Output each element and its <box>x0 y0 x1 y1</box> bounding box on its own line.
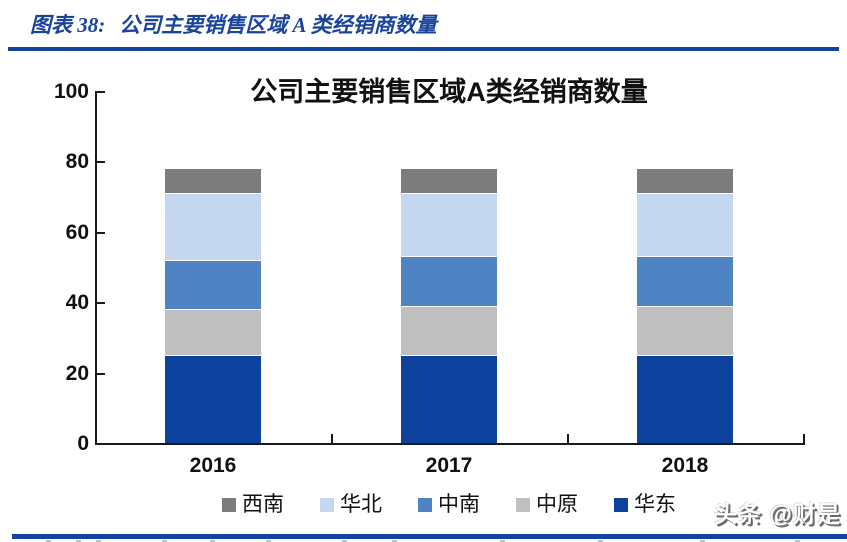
cutoff-text-fragment <box>46 540 51 542</box>
x-axis-tick <box>803 434 805 443</box>
chart-title: 公司主要销售区域A类经销商数量 <box>250 77 648 107</box>
y-axis-tick-label: 60 <box>65 220 89 244</box>
bar-segment-中南 <box>637 256 733 306</box>
legend-label: 中南 <box>438 493 480 516</box>
cutoff-text-fragment <box>500 540 505 542</box>
bar-segment-华北 <box>401 193 497 257</box>
y-axis-tick-label: 40 <box>65 291 89 315</box>
header-rule <box>8 47 839 51</box>
bar-segment-华东 <box>165 355 261 443</box>
legend-label: 华北 <box>340 493 382 516</box>
legend-item-华北: 华北 <box>320 494 382 516</box>
bar-segment-西南 <box>401 168 497 194</box>
x-axis-category-label: 2017 <box>425 454 473 477</box>
legend-item-华东: 华东 <box>614 494 676 516</box>
x-axis-line <box>95 443 805 445</box>
legend-label: 华东 <box>634 493 676 516</box>
cut-off-text-row <box>0 540 847 542</box>
cutoff-text-fragment <box>342 540 347 542</box>
bar-segment-华北 <box>637 193 733 257</box>
bar-segment-中南 <box>401 256 497 306</box>
legend-item-中原: 中原 <box>516 494 578 516</box>
cutoff-text-fragment <box>700 540 705 542</box>
cutoff-text-fragment <box>266 540 271 542</box>
chart-legend: 西南 华北 中南 中原 华东 <box>95 492 803 518</box>
legend-label: 西南 <box>242 493 284 516</box>
legend-swatch-icon <box>614 498 628 512</box>
legend-swatch-icon <box>222 498 236 512</box>
bar-segment-中南 <box>165 259 261 310</box>
bar-segment-华北 <box>165 193 261 260</box>
legend-swatch-icon <box>320 498 334 512</box>
x-axis-category-label: 2018 <box>661 454 709 477</box>
legend-item-中南: 中南 <box>418 494 480 516</box>
figure-header: 图表 38: 公司主要销售区域 A 类经销商数量 <box>30 8 810 42</box>
watermark: 头条 @财是 <box>714 501 841 527</box>
legend-item-西南: 西南 <box>222 494 284 516</box>
x-axis-tick <box>331 434 333 443</box>
figure-label: 图表 38: <box>30 13 106 37</box>
cutoff-text-fragment <box>392 540 397 542</box>
y-axis-tick-label: 100 <box>53 80 89 103</box>
legend-swatch-icon <box>418 498 432 512</box>
cutoff-text-fragment <box>210 540 215 542</box>
legend-swatch-icon <box>516 498 530 512</box>
figure-header-title: 公司主要销售区域 A 类经销商数量 <box>119 13 437 37</box>
stacked-bar-chart: 公司主要销售区域A类经销商数量 西南 华北 中南 中原 华东 0 20 40 60 80 100 2… <box>0 56 847 526</box>
y-axis-tick-label: 80 <box>65 150 89 174</box>
cutoff-text-fragment <box>162 540 167 542</box>
bar-segment-西南 <box>165 168 261 194</box>
bar-segment-中原 <box>401 305 497 355</box>
x-axis-category-label: 2016 <box>189 454 237 477</box>
bar-segment-西南 <box>637 168 733 194</box>
y-axis-tick <box>97 231 105 234</box>
y-axis-tick-label: 0 <box>77 432 89 455</box>
x-axis-tick <box>567 434 569 443</box>
y-axis-tick <box>97 91 105 93</box>
cutoff-text-fragment <box>76 540 81 542</box>
bar-segment-中原 <box>165 309 261 355</box>
bar-segment-华东 <box>637 355 733 443</box>
bar-segment-中原 <box>637 305 733 355</box>
y-axis-tick <box>97 372 105 375</box>
cutoff-text-fragment <box>598 540 603 542</box>
bottom-rule <box>12 534 847 539</box>
legend-label: 中原 <box>536 493 578 516</box>
bar-segment-华东 <box>401 355 497 443</box>
y-axis-tick <box>97 161 105 164</box>
cutoff-text-fragment <box>96 540 101 542</box>
y-axis-line <box>95 91 97 445</box>
y-axis-tick-label: 20 <box>65 361 89 385</box>
cutoff-text-fragment <box>795 540 800 542</box>
y-axis-tick <box>97 302 105 305</box>
